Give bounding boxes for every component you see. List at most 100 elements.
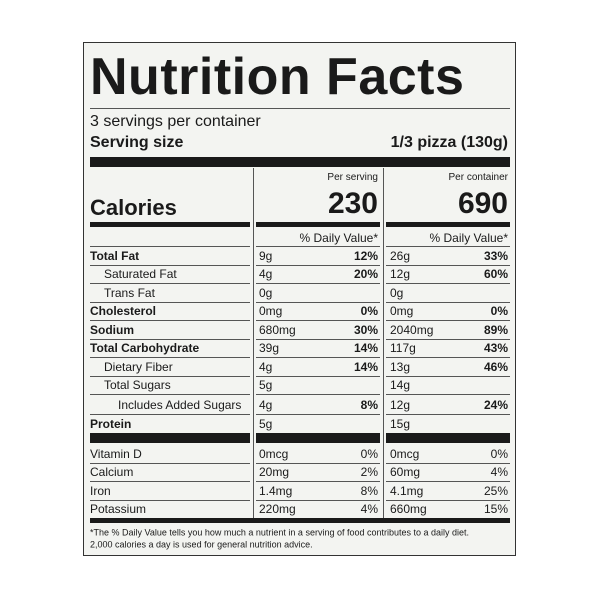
dv-serving: 14%	[353, 360, 378, 374]
rule	[386, 433, 510, 443]
amount-container: 4.1mg	[390, 484, 424, 498]
separator	[256, 302, 380, 303]
title: Nutrition Facts	[90, 48, 465, 106]
amount-container: 14g	[390, 378, 411, 392]
separator	[90, 339, 250, 340]
separator	[90, 265, 250, 266]
separator	[90, 394, 250, 395]
nutrient-name: Sodium	[90, 323, 134, 337]
amount-serving: 9g	[259, 249, 273, 263]
dv-serving: 30%	[353, 323, 378, 337]
separator	[386, 394, 510, 395]
separator	[90, 500, 250, 501]
dv-container: 15%	[483, 502, 508, 516]
dv-container: 60%	[483, 267, 508, 281]
dv-container: 43%	[483, 341, 508, 355]
dv-container: 4%	[490, 465, 508, 479]
serving-size-label: Serving size	[90, 134, 184, 151]
column-divider	[383, 168, 384, 522]
amount-serving: 0mcg	[259, 447, 289, 461]
footnote: 2,000 calories a day is used for general…	[90, 539, 313, 550]
dv-container: 33%	[483, 249, 508, 263]
separator	[386, 283, 510, 284]
separator	[386, 339, 510, 340]
dv-container: 89%	[483, 323, 508, 337]
amount-container: 13g	[390, 360, 411, 374]
per-container: Per container	[448, 172, 508, 183]
amount-serving: 4g	[259, 398, 273, 412]
separator	[256, 376, 380, 377]
separator	[90, 246, 250, 247]
amount-container: 117g	[390, 341, 416, 355]
nutrient-name: Includes Added Sugars	[118, 398, 242, 412]
separator	[90, 414, 250, 415]
amount-container: 60mg	[390, 465, 421, 479]
nutrient-name: Saturated Fat	[104, 267, 177, 281]
amount-container: 0mcg	[390, 447, 420, 461]
nutrient-name: Dietary Fiber	[104, 360, 173, 374]
separator	[90, 481, 250, 482]
separator	[386, 302, 510, 303]
separator	[256, 339, 380, 340]
amount-serving: 0g	[259, 286, 273, 300]
dv-serving: 20%	[353, 267, 378, 281]
dv-serving: 4%	[360, 502, 378, 516]
amount-serving: 20mg	[259, 465, 290, 479]
separator	[386, 463, 510, 464]
dv-container: 25%	[483, 484, 508, 498]
nutrient-name: Trans Fat	[104, 286, 155, 300]
amount-serving: 0mg	[259, 304, 283, 318]
amount-container: 660mg	[390, 502, 427, 516]
nutrient-name: Total Fat	[90, 249, 140, 263]
amount-serving: 39g	[259, 341, 280, 355]
dv-serving: 14%	[353, 341, 378, 355]
calories-container: 690	[457, 187, 508, 220]
amount-container: 0mg	[390, 304, 414, 318]
dv-container: 46%	[483, 360, 508, 374]
dv-serving: 8%	[360, 398, 378, 412]
amount-container: 12g	[390, 267, 411, 281]
separator	[90, 108, 510, 109]
rule	[386, 222, 510, 227]
dv-serving: 0%	[360, 447, 378, 461]
rule	[90, 222, 250, 227]
nutrient-name: Vitamin D	[90, 447, 142, 461]
dv-container: 0%	[490, 447, 508, 461]
separator	[256, 265, 380, 266]
amount-serving: 220mg	[259, 502, 296, 516]
amount-serving: 5g	[259, 417, 273, 431]
amount-container: 12g	[390, 398, 411, 412]
separator	[256, 357, 380, 358]
amount-serving: 5g	[259, 378, 273, 392]
amount-serving: 4g	[259, 360, 273, 374]
amount-container: 0g	[390, 286, 404, 300]
amount-serving: 4g	[259, 267, 273, 281]
separator	[386, 414, 510, 415]
nutrient-name: Protein	[90, 417, 132, 431]
nutrient-name: Iron	[90, 484, 111, 498]
dv-header: % Daily Value*	[299, 231, 378, 245]
servings: 3 servings per container	[90, 113, 261, 130]
separator	[256, 283, 380, 284]
amount-container: 15g	[390, 417, 411, 431]
separator	[90, 463, 250, 464]
rule	[90, 518, 510, 523]
rule	[90, 433, 250, 443]
separator	[90, 357, 250, 358]
separator	[256, 481, 380, 482]
separator	[386, 481, 510, 482]
nutrient-name: Total Carbohydrate	[90, 341, 200, 355]
dv-container: 24%	[483, 398, 508, 412]
nutrient-name: Total Sugars	[104, 378, 171, 392]
separator	[386, 376, 510, 377]
separator	[256, 463, 380, 464]
calories-label: Calories	[90, 195, 177, 220]
amount-serving: 1.4mg	[259, 484, 293, 498]
separator	[256, 246, 380, 247]
column-divider	[253, 168, 254, 522]
separator	[90, 283, 250, 284]
dv-container: 0%	[490, 304, 508, 318]
amount-container: 2040mg	[390, 323, 434, 337]
separator	[386, 265, 510, 266]
